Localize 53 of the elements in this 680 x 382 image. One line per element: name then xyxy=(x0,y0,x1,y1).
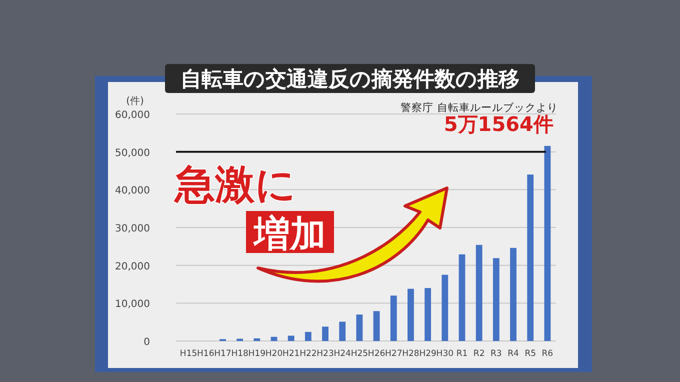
bar xyxy=(254,338,260,341)
bar xyxy=(527,174,534,341)
x-tick-label: H19 xyxy=(248,349,266,359)
annotation: 増加 xyxy=(252,214,326,255)
y-tick-label: 10,000 xyxy=(115,299,150,310)
y-tick-label: 30,000 xyxy=(115,224,150,234)
x-tick-label: R2 xyxy=(473,349,485,359)
bar xyxy=(492,258,500,341)
y-tick-label: 20,000 xyxy=(115,261,150,272)
bar xyxy=(476,244,482,341)
x-tick-label: H21 xyxy=(282,349,300,359)
x-tick-label: H27 xyxy=(385,349,402,359)
bar xyxy=(322,326,328,341)
x-tick-label: H26 xyxy=(368,349,386,359)
bar xyxy=(458,254,466,341)
x-tick-label: R1 xyxy=(456,349,468,359)
bar xyxy=(544,146,551,341)
bar xyxy=(288,336,294,341)
bar xyxy=(356,314,363,341)
annotation: 急激に xyxy=(173,162,296,208)
bar xyxy=(424,288,432,341)
y-tick-label: 0 xyxy=(144,337,150,348)
x-tick-label: H15 xyxy=(180,349,198,359)
x-tick-label: R3 xyxy=(490,349,502,359)
bar xyxy=(270,336,278,341)
x-tick-label: H17 xyxy=(214,349,232,359)
bar xyxy=(390,296,397,341)
x-tick-label: H29 xyxy=(419,349,436,359)
x-tick-label: H30 xyxy=(436,349,454,359)
bar xyxy=(510,248,516,341)
y-axis-title: (件) xyxy=(126,96,144,107)
text: 警察庁 自転車ルールブックより xyxy=(400,101,558,114)
chart-title: 自転車の交通違反の摘発件数の推移 xyxy=(180,67,520,91)
bar xyxy=(339,322,346,341)
bar xyxy=(442,274,448,341)
x-tick-label: H20 xyxy=(265,349,283,359)
x-tick-label: H28 xyxy=(402,349,420,359)
x-tick-label: H25 xyxy=(350,349,368,359)
annotation: 5万1564件 xyxy=(444,112,554,136)
y-tick-label: 60,000 xyxy=(115,110,150,121)
x-tick-label: H23 xyxy=(316,349,334,359)
x-tick-label: H22 xyxy=(300,349,317,359)
x-tick-label: R6 xyxy=(542,349,554,359)
x-tick-label: H18 xyxy=(231,349,248,359)
bar xyxy=(408,288,414,341)
x-tick-label: R4 xyxy=(508,349,519,359)
y-tick-label: 40,000 xyxy=(115,186,150,197)
bar xyxy=(304,332,312,341)
bar xyxy=(373,311,380,341)
x-tick-label: R5 xyxy=(524,349,536,359)
y-tick-label: 50,000 xyxy=(115,148,150,159)
x-tick-label: H16 xyxy=(197,349,214,359)
x-tick-label: H24 xyxy=(334,349,351,359)
